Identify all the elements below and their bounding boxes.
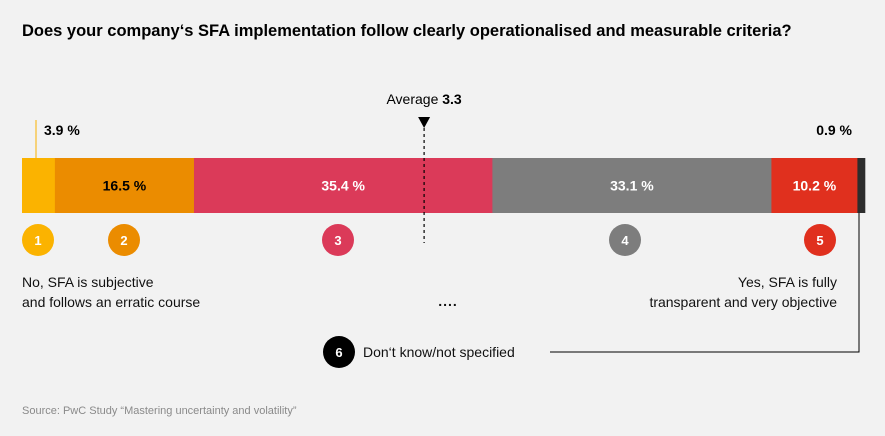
marker-1-number: 1 xyxy=(34,233,41,248)
value-label-2: 16.5 % xyxy=(103,178,147,194)
marker-5-number: 5 xyxy=(816,233,823,248)
average-label: Average 3.3 xyxy=(386,91,461,107)
value-label-1: 3.9 % xyxy=(44,122,80,138)
bar-segment-1 xyxy=(22,158,56,213)
source-note: Source: PwC Study “Mastering uncertainty… xyxy=(22,405,297,417)
scale-right-label-line2: transparent and very objective xyxy=(649,294,837,310)
average-marker: Average 3.3 xyxy=(386,91,462,243)
value-label-6: 0.9 % xyxy=(816,122,852,138)
bar-segment-5 xyxy=(771,158,858,213)
bar-segments xyxy=(22,120,866,213)
marker-2 xyxy=(108,224,140,256)
scale-middle-ellipsis: .... xyxy=(438,293,458,309)
bar-segment-6 xyxy=(857,158,866,213)
scale-markers: 1 2 3 4 5 xyxy=(22,224,836,256)
chart-title: Does your company‘s SFA implementation f… xyxy=(22,22,792,40)
marker-3 xyxy=(322,224,354,256)
marker-2-number: 2 xyxy=(120,233,127,248)
marker-4-number: 4 xyxy=(621,233,629,248)
dont-know-label: Don‘t know/not specified xyxy=(363,344,515,360)
marker-6 xyxy=(323,336,355,368)
value-labels: 3.9 % 16.5 % 35.4 % 33.1 % 10.2 % 0.9 % xyxy=(44,122,853,194)
value-label-4: 33.1 % xyxy=(610,178,654,194)
scale-right-label-line1: Yes, SFA is fully xyxy=(738,274,837,290)
marker-1 xyxy=(22,224,54,256)
dont-know-connector xyxy=(550,213,860,353)
marker-6-number: 6 xyxy=(335,345,342,360)
marker-4 xyxy=(609,224,641,256)
scale-left-label-line2: and follows an erratic course xyxy=(22,294,200,310)
marker-3-number: 3 xyxy=(334,233,341,248)
bar-segment-2 xyxy=(54,158,195,213)
bar-segment-3 xyxy=(193,158,493,213)
value-label-3: 35.4 % xyxy=(321,178,365,194)
marker-5 xyxy=(804,224,836,256)
bar-segment-4 xyxy=(492,158,772,213)
dont-know-callout: 6 Don‘t know/not specified xyxy=(323,213,860,368)
average-triangle-icon xyxy=(418,117,431,128)
value-label-5: 10.2 % xyxy=(793,178,837,194)
scale-left-label-line1: No, SFA is subjective xyxy=(22,274,154,290)
